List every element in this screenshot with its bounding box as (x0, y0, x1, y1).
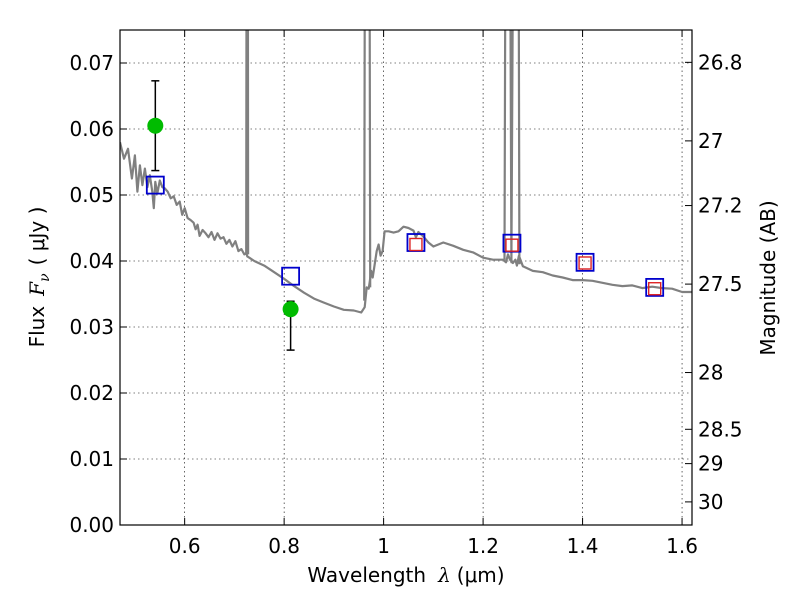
grid (120, 30, 692, 526)
y-tick-label: 0.07 (69, 51, 114, 75)
y2-tick-label: 27.5 (698, 272, 743, 296)
y-axis-label-prefix: Flux (25, 306, 49, 348)
y-tick-label: 0.05 (69, 183, 114, 207)
marker-optical_photometry (147, 117, 164, 134)
marker-hst_nir_photometry (647, 282, 662, 296)
y-axis-label-symbol: F (25, 281, 49, 297)
marker-hst_nir_photometry (409, 237, 423, 252)
x-tick-label: 1.4 (567, 534, 599, 558)
marker-model_photometry (281, 266, 301, 286)
x-axis-label-unit: (μm) (457, 563, 505, 587)
marker-model_photometry (575, 252, 595, 272)
marker-optical_photometry (282, 301, 299, 318)
marker-hst_nir_photometry (578, 256, 592, 270)
y2-tick-label: 28 (698, 361, 723, 385)
x-axis-label: Wavelength λ (μm) (307, 563, 504, 587)
y2-tick-label: 28.5 (698, 417, 743, 441)
y2-tick-label: 27 (698, 129, 723, 153)
y-tick-label: 0.00 (69, 513, 114, 537)
x-tick-label: 1.6 (666, 534, 698, 558)
marker-model_photometry (145, 175, 165, 195)
series-line-emission_line_0.727 (245, 30, 250, 255)
series-line-emission_line_0.965 (363, 30, 372, 301)
y-axis-label-sub: ν (37, 273, 53, 282)
series-line-model_sed (120, 141, 692, 314)
marker-model_photometry (645, 277, 665, 297)
plot-frame (119, 29, 693, 526)
x-tick-label: 0.6 (169, 534, 201, 558)
y2-axis-label: Magnitude (AB) (756, 200, 780, 355)
y-axis-label-unit: ( μJy ) (25, 207, 49, 266)
y-tick-label: 0.06 (69, 117, 114, 141)
x-tick-label: 0.8 (268, 534, 300, 558)
x-axis-label-symbol: λ (437, 563, 451, 587)
y2-tick-label: 30 (698, 490, 723, 514)
y-tick-label: 0.03 (69, 315, 114, 339)
y-tick-label: 0.02 (69, 381, 114, 405)
y-axis-label: Flux Fν ( μJy ) (25, 207, 53, 348)
marker-hst_nir_photometry (505, 238, 519, 252)
y-tick-label: 0.04 (69, 249, 114, 273)
x-axis-label-prefix: Wavelength (307, 563, 426, 587)
x-tick-label: 1.2 (467, 534, 499, 558)
x-tick-label: 1 (377, 534, 390, 558)
plot-area (120, 30, 692, 351)
series-line-emission_line_1.255 (503, 30, 521, 265)
y2-tick-label: 29 (698, 452, 723, 476)
axis-ticks: 0.6 0.8 1 1.2 1.4 1.6 0.00 0.01 0.02 0.03 0.04 0.05… (69, 30, 743, 558)
y-tick-label: 0.01 (69, 447, 114, 471)
y2-tick-label: 27.2 (698, 194, 743, 218)
y2-tick-label: 26.8 (698, 50, 743, 74)
